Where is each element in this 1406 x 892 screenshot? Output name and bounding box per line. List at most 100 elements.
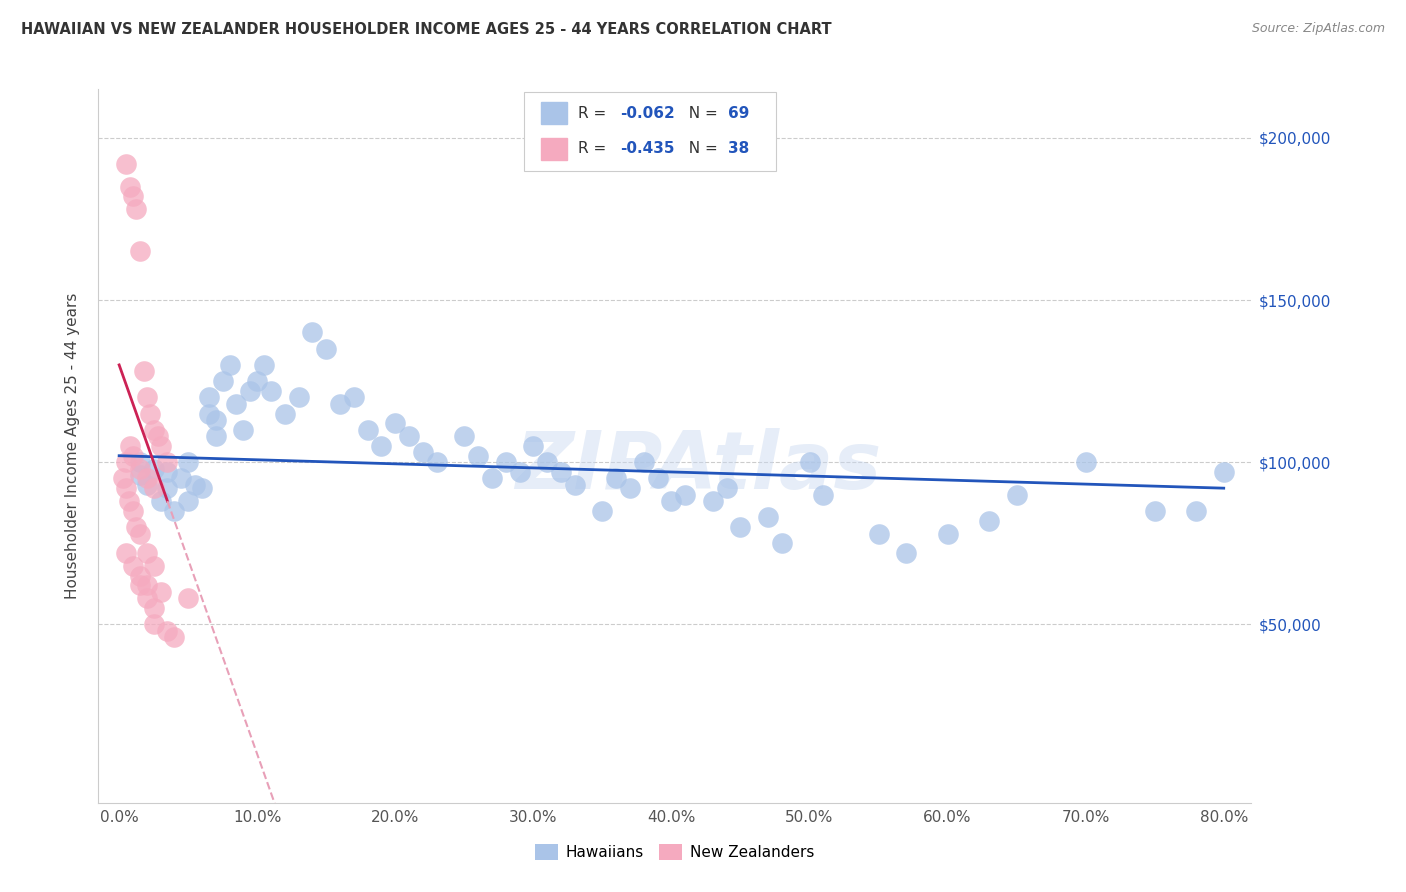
Point — [198, 407, 221, 421]
Point — [135, 478, 157, 492]
Point — [619, 481, 641, 495]
Point — [125, 202, 148, 217]
Point — [605, 471, 627, 485]
Text: HAWAIIAN VS NEW ZEALANDER HOUSEHOLDER INCOME AGES 25 - 44 YEARS CORRELATION CHAR: HAWAIIAN VS NEW ZEALANDER HOUSEHOLDER IN… — [21, 22, 832, 37]
Point — [149, 585, 172, 599]
Point — [177, 455, 200, 469]
Point — [135, 390, 157, 404]
Point — [225, 397, 247, 411]
Legend: Hawaiians, New Zealanders: Hawaiians, New Zealanders — [529, 838, 821, 866]
Point — [661, 494, 683, 508]
Point — [122, 189, 145, 203]
Point — [770, 536, 793, 550]
Point — [633, 455, 655, 469]
Point — [356, 423, 378, 437]
Point — [146, 429, 169, 443]
Point — [1005, 488, 1028, 502]
Text: Source: ZipAtlas.com: Source: ZipAtlas.com — [1251, 22, 1385, 36]
Point — [218, 358, 240, 372]
Point — [142, 423, 165, 437]
Point — [128, 461, 150, 475]
Point — [467, 449, 489, 463]
Text: 38: 38 — [728, 142, 749, 156]
Point — [550, 465, 572, 479]
Point — [122, 504, 145, 518]
Point — [495, 455, 517, 469]
Point — [756, 510, 779, 524]
Point — [163, 504, 186, 518]
Point — [122, 559, 145, 574]
Point — [191, 481, 214, 495]
Point — [128, 568, 150, 582]
Point — [343, 390, 366, 404]
Point — [149, 494, 172, 508]
Point — [156, 465, 179, 479]
Point — [128, 468, 150, 483]
Point — [125, 520, 148, 534]
Point — [156, 624, 179, 638]
Point — [142, 617, 165, 632]
Point — [274, 407, 297, 421]
Point — [716, 481, 738, 495]
Text: ZIPAtlas: ZIPAtlas — [515, 428, 882, 507]
Point — [977, 514, 1000, 528]
Point — [412, 445, 434, 459]
Point — [564, 478, 586, 492]
Point — [426, 455, 449, 469]
Point — [702, 494, 724, 508]
Text: 69: 69 — [728, 106, 749, 120]
Point — [112, 471, 135, 485]
Point — [647, 471, 669, 485]
Point — [122, 449, 145, 463]
Point — [198, 390, 221, 404]
Point — [260, 384, 283, 398]
Point — [1185, 504, 1208, 518]
Point — [868, 526, 890, 541]
Point — [211, 374, 233, 388]
Point — [138, 407, 160, 421]
Point — [591, 504, 613, 518]
Point — [120, 439, 142, 453]
Point — [142, 559, 165, 574]
Point — [509, 465, 531, 479]
Point — [149, 439, 172, 453]
Point — [177, 494, 200, 508]
Point — [301, 326, 323, 340]
Point — [204, 429, 226, 443]
Point — [1212, 465, 1234, 479]
Point — [536, 455, 558, 469]
Text: -0.062: -0.062 — [620, 106, 675, 120]
Point — [204, 413, 226, 427]
Point — [730, 520, 752, 534]
Point — [315, 342, 337, 356]
Point — [184, 478, 207, 492]
Point — [135, 578, 157, 592]
Point — [115, 546, 138, 560]
Point — [128, 244, 150, 259]
Point — [142, 461, 165, 475]
Point — [156, 481, 179, 495]
Point — [115, 481, 138, 495]
Text: N =: N = — [679, 142, 723, 156]
Point — [481, 471, 503, 485]
Point — [894, 546, 917, 560]
Text: R =: R = — [578, 106, 612, 120]
Point — [156, 455, 179, 469]
Point — [329, 397, 352, 411]
Point — [232, 423, 254, 437]
Point — [1074, 455, 1097, 469]
Point — [142, 481, 165, 495]
Text: N =: N = — [679, 106, 723, 120]
Point — [936, 526, 959, 541]
Text: R =: R = — [578, 142, 612, 156]
Point — [673, 488, 696, 502]
Point — [398, 429, 420, 443]
Text: -0.435: -0.435 — [620, 142, 675, 156]
Point — [132, 364, 155, 378]
Point — [177, 591, 200, 606]
Point — [163, 631, 186, 645]
Point — [1143, 504, 1166, 518]
Point — [239, 384, 262, 398]
Point — [453, 429, 475, 443]
Point — [370, 439, 392, 453]
